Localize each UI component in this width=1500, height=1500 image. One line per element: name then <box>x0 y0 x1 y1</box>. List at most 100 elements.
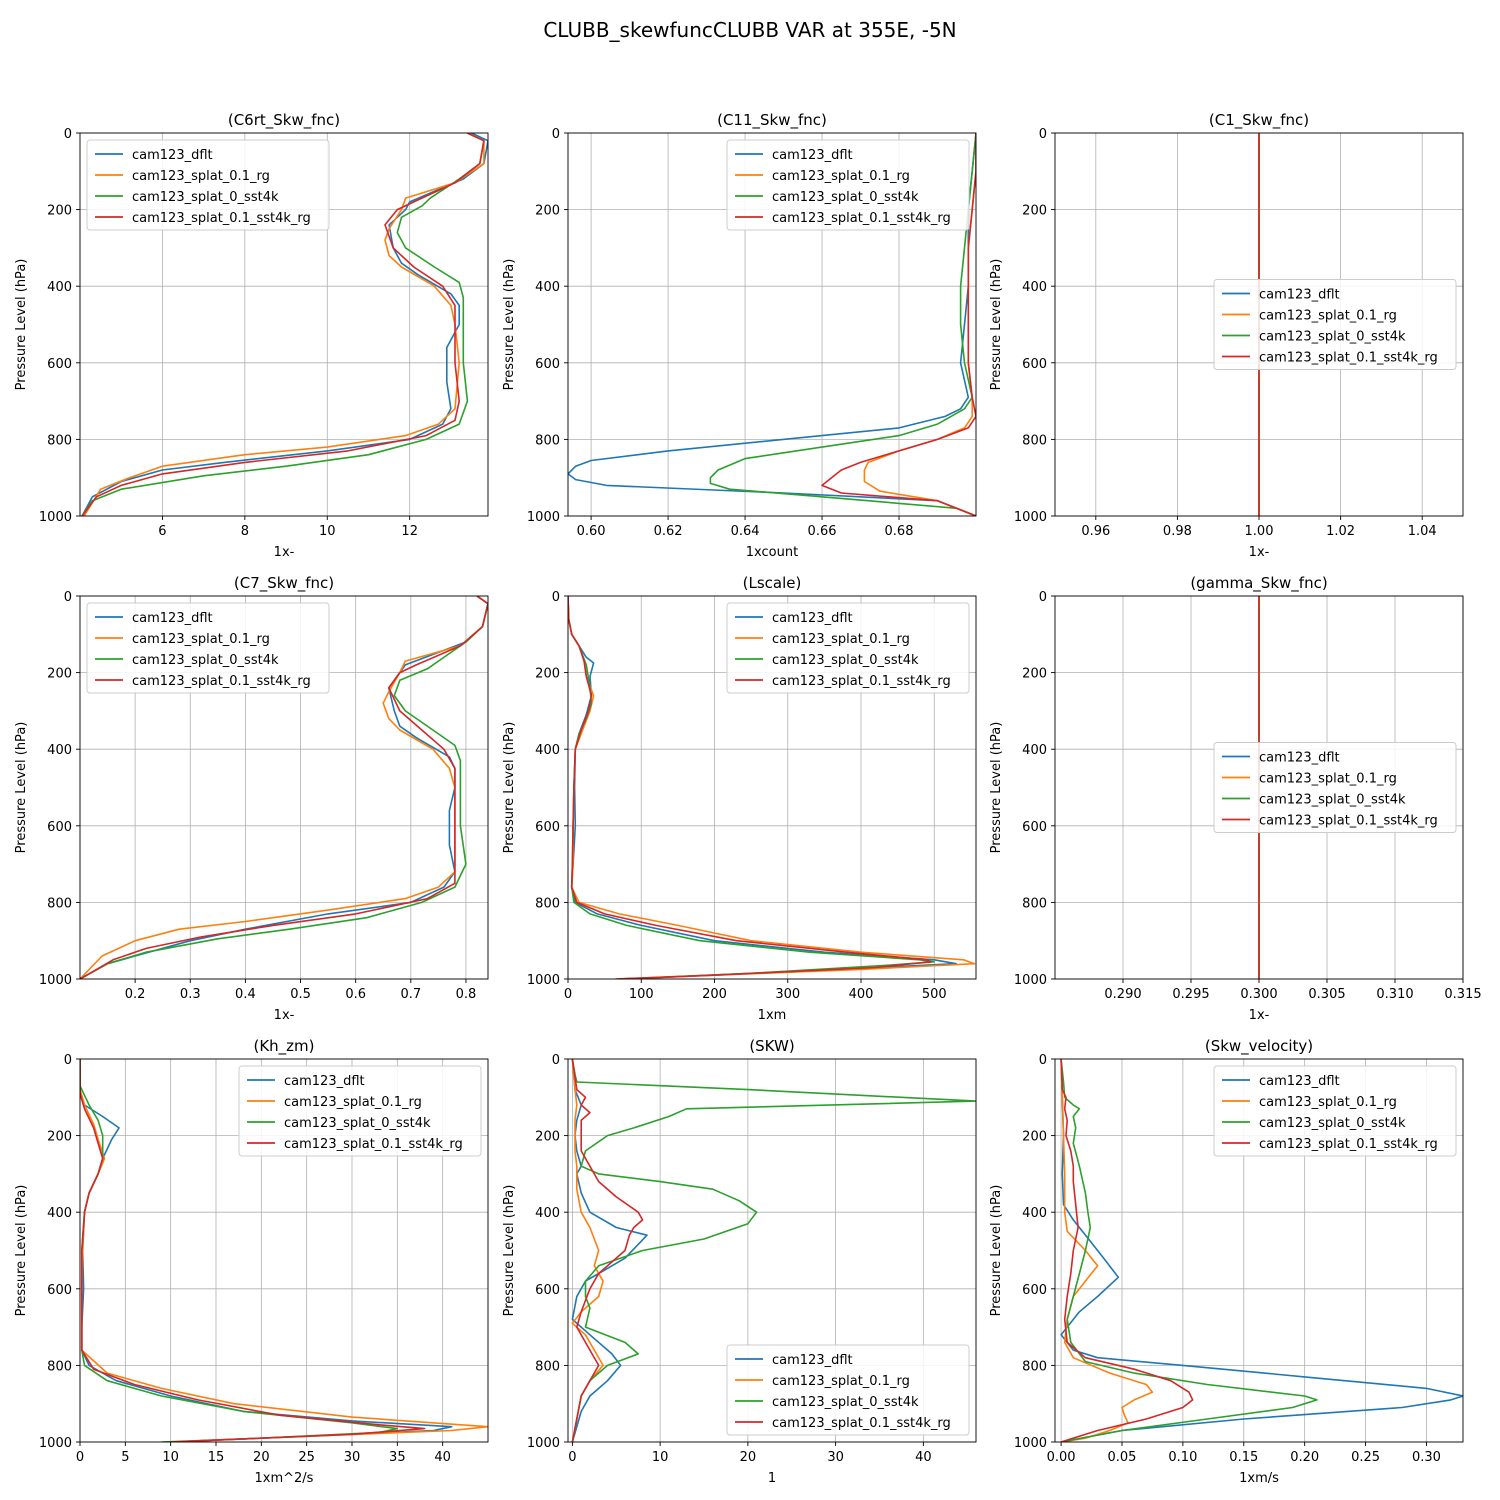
series-group <box>1060 1059 1463 1442</box>
series-group <box>568 596 976 979</box>
legend: cam123_dflt cam123_splat_0.1_rg cam123_spl… <box>1213 1065 1457 1157</box>
x-tick-label: 0.15 <box>1229 1450 1258 1465</box>
axes-frame <box>1054 1058 1464 1443</box>
subplot-title: (C1_Skw_fnc) <box>1209 111 1309 130</box>
subplot-title: (SKW) <box>749 1037 794 1055</box>
y-tick-label: 200 <box>1022 204 1047 219</box>
x-tick-label: 20 <box>740 1450 757 1465</box>
subplot-title: (Kh_zm) <box>253 1037 314 1056</box>
x-tick-label: 10 <box>162 1450 179 1465</box>
y-tick-label: 600 <box>1022 357 1047 372</box>
x-tick-label: 0.30 <box>1412 1450 1441 1465</box>
figure-title: CLUBB_skewfuncCLUBB VAR at 355E, -5N <box>543 18 956 42</box>
subplot-9: 0.00 0.05 0.10 0.15 0.20 0.25 0.30 0 200 400 600 80… <box>989 1037 1464 1486</box>
y-tick-label: 1000 <box>1014 1436 1047 1451</box>
x-tick-label: 6 <box>158 524 166 539</box>
x-tick-label: 300 <box>775 987 800 1002</box>
legend-entry: cam123_splat_0.1_rg <box>132 632 270 647</box>
legend-entry: cam123_splat_0.1_rg <box>772 632 910 647</box>
x-tick-label: 0.300 <box>1240 987 1277 1002</box>
x-tick-label: 0.295 <box>1172 987 1209 1002</box>
axes-frame <box>79 595 489 980</box>
series-line-cam123_splat_0.1_rg <box>80 596 488 979</box>
y-tick-label: 800 <box>1022 896 1047 911</box>
legend-entry: cam123_splat_0.1_sst4k_rg <box>284 1137 463 1152</box>
subplot-title: (gamma_Skw_fnc) <box>1190 574 1327 593</box>
subplot-4: 0.2 0.3 0.4 0.5 0.6 0.7 0.8 0 200 400 600 800 1000 (C… <box>14 574 489 1023</box>
subplot-8: 0 10 20 30 4002004006008001000(SKW)1Pressure… <box>502 1037 977 1486</box>
legend-entry: cam123_dflt <box>132 148 213 163</box>
legend-entry: cam123_splat_0.1_rg <box>1259 309 1397 324</box>
x-tick-label: 0.05 <box>1108 1450 1137 1465</box>
x-tick-label: 0.20 <box>1290 1450 1319 1465</box>
x-tick-label: 35 <box>389 1450 406 1465</box>
legend-box <box>726 139 970 231</box>
subplot-1: 6 8 10 12 0 200 400 600 800 1000 (C6rt_Skw_fnc) 1x-… <box>14 111 489 560</box>
x-axis-label: 1xcount <box>746 545 798 560</box>
subplot-7: 0 5 10 15 20 25 30 35 4002004006008001000(Kh_zm)… <box>14 1037 489 1486</box>
y-tick-label: 400 <box>535 280 560 295</box>
y-tick-label: 1000 <box>39 510 72 525</box>
x-tick-label: 40 <box>434 1450 451 1465</box>
y-tick-label: 800 <box>1022 433 1047 448</box>
legend: cam123_dflt cam123_splat_0.1_rg cam123_spl… <box>726 1344 970 1436</box>
x-axis-label: 1x- <box>274 545 295 560</box>
x-tick-label: 12 <box>401 524 418 539</box>
x-tick-label: 0.60 <box>577 524 606 539</box>
y-axis-label: Pressure Level (hPa) <box>989 1185 1004 1317</box>
legend-entry: cam123_splat_0.1_sst4k_rg <box>1259 1137 1438 1152</box>
legend: cam123_dflt cam123_splat_0.1_rg cam123_spl… <box>1213 279 1457 370</box>
legend-box <box>726 602 970 694</box>
series-line-cam123_dflt <box>568 596 958 979</box>
y-tick-label: 200 <box>535 204 560 219</box>
legend-entry: cam123_dflt <box>772 611 853 626</box>
x-tick-label: 500 <box>922 987 947 1002</box>
y-tick-label: 800 <box>47 1359 72 1374</box>
y-tick-label: 600 <box>47 357 72 372</box>
legend-entry: cam123_dflt <box>772 148 853 163</box>
legend-entry: cam123_splat_0.1_sst4k_rg <box>772 211 951 226</box>
series-line-cam123_splat_0.1_rg <box>1060 1059 1154 1442</box>
x-tick-label: 40 <box>915 1450 932 1465</box>
y-tick-label: 1000 <box>527 973 560 988</box>
y-tick-label: 0 <box>64 590 72 605</box>
legend-box <box>1213 279 1457 370</box>
legend-entry: cam123_splat_0.1_sst4k_rg <box>1259 351 1438 366</box>
y-tick-label: 0 <box>552 127 560 142</box>
y-tick-label: 0 <box>1039 1053 1047 1068</box>
y-tick-label: 200 <box>47 1130 72 1145</box>
y-tick-label: 1000 <box>1014 973 1047 988</box>
subplot-2: 0.60 0.62 0.64 0.66 0.68 0 200 400 600 800 1000 (C1… <box>502 111 977 560</box>
legend-entry: cam123_splat_0.1_sst4k_rg <box>772 674 951 689</box>
y-tick-label: 200 <box>535 667 560 682</box>
y-tick-label: 0 <box>1039 127 1047 142</box>
y-tick-label: 600 <box>535 820 560 835</box>
x-tick-label: 0 <box>564 987 572 1002</box>
legend-entry: cam123_splat_0.1_rg <box>1259 1095 1397 1110</box>
y-tick-label: 400 <box>1022 280 1047 295</box>
series-line-cam123_splat_0_sst4k <box>709 133 976 516</box>
y-axis-label: Pressure Level (hPa) <box>502 259 517 391</box>
y-axis-label: Pressure Level (hPa) <box>14 1185 29 1317</box>
y-tick-label: 400 <box>47 280 72 295</box>
y-tick-label: 600 <box>1022 820 1047 835</box>
legend: cam123_dflt cam123_splat_0.1_rg cam123_spl… <box>238 1065 482 1157</box>
y-axis-label: Pressure Level (hPa) <box>989 722 1004 854</box>
legend-entry: cam123_dflt <box>1259 1074 1340 1089</box>
x-tick-label: 1.00 <box>1245 524 1274 539</box>
x-tick-label: 0.310 <box>1376 987 1413 1002</box>
legend-entry: cam123_dflt <box>1259 751 1340 766</box>
y-axis-label: Pressure Level (hPa) <box>14 259 29 391</box>
x-axis-label: 1xm^2/s <box>255 1471 314 1486</box>
series-line-cam123_splat_0.1_sst4k_rg <box>821 133 976 516</box>
y-tick-label: 400 <box>47 743 72 758</box>
legend-entry: cam123_dflt <box>772 1353 853 1368</box>
series-line-cam123_splat_0.1_sst4k_rg <box>80 596 488 979</box>
y-tick-label: 1000 <box>39 1436 72 1451</box>
legend-entry: cam123_splat_0.1_rg <box>772 169 910 184</box>
y-tick-label: 800 <box>1022 1359 1047 1374</box>
x-tick-label: 1.02 <box>1326 524 1355 539</box>
y-tick-label: 800 <box>535 433 560 448</box>
y-tick-label: 1000 <box>527 1436 560 1451</box>
axes-frame <box>79 132 489 517</box>
